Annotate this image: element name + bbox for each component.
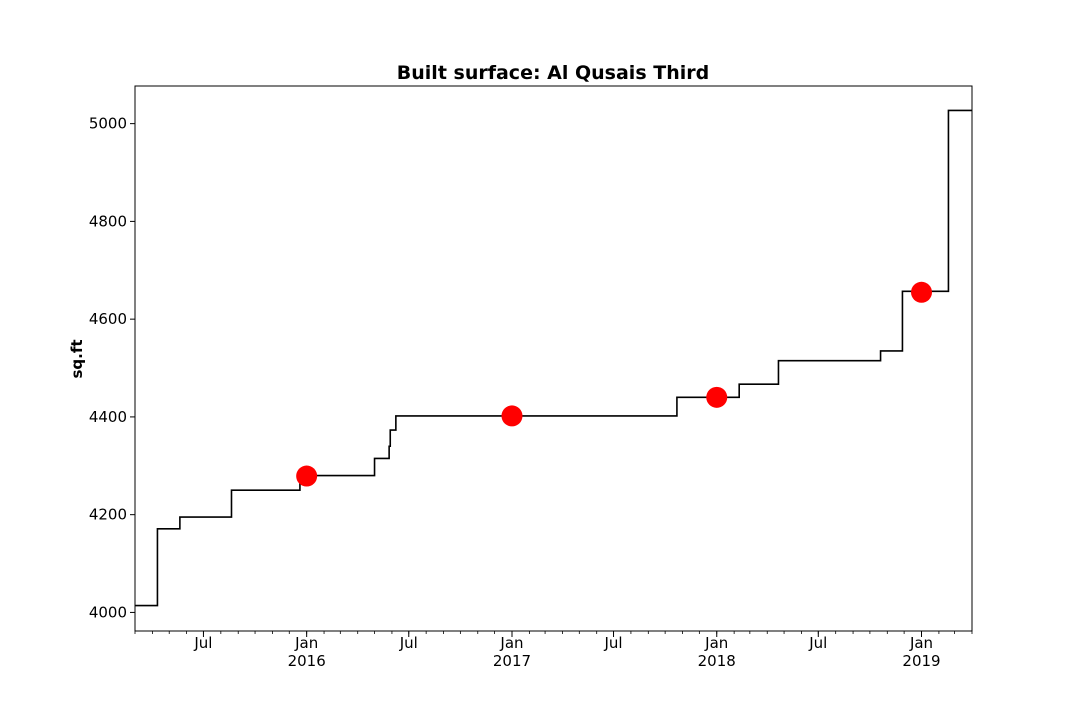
x-tick-year-label: 2018 [698,652,736,670]
x-tick-label: Jan [704,634,728,652]
y-tick-label: 4000 [89,603,127,621]
marker-point-4 [911,281,933,303]
y-tick-label: 4400 [89,408,127,426]
x-tick-label: Jan [909,634,933,652]
x-tick-label: Jul [193,634,212,652]
x-tick-label: Jul [808,634,827,652]
plot-area [135,109,972,607]
x-tick-label: Jul [603,634,622,652]
y-axis-label: sq.ft [68,339,86,378]
x-tick-year-label: 2019 [902,652,940,670]
y-tick-label: 4600 [89,310,127,328]
plot-frame [134,85,973,632]
marker-point-3 [706,386,728,408]
y-tick-label: 4800 [89,212,127,230]
x-tick-label: Jul [399,634,418,652]
chart-title: Built surface: Al Qusais Third [397,62,709,84]
x-tick-label: Jan [499,634,523,652]
x-tick-year-label: 2017 [493,652,531,670]
y-tick-label: 5000 [89,115,127,133]
x-tick-year-label: 2016 [288,652,326,670]
marker-point-1 [296,465,318,487]
series-step-line [135,109,972,607]
y-tick-label: 4200 [89,506,127,524]
x-tick-label: Jan [294,634,318,652]
marker-point-2 [501,405,523,427]
